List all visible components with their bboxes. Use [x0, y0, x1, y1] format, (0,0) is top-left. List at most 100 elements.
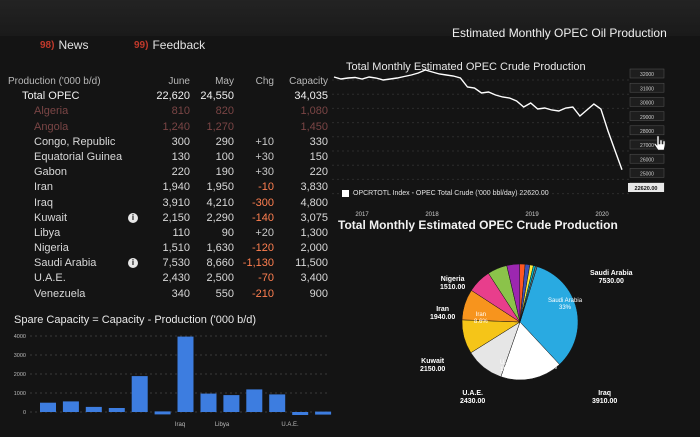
spare-capacity-bar — [154, 411, 171, 415]
col-header-june: June — [168, 76, 190, 87]
spare-capacity-bar — [85, 406, 102, 412]
y-tick-label: 31000 — [629, 82, 665, 93]
top-toolbar — [0, 0, 700, 36]
news-number: 98) — [40, 39, 55, 51]
feedback-number: 99) — [134, 39, 149, 51]
line-chart: 32000 31000 30000 29000 28000 27000 26000 25000… — [332, 68, 665, 218]
info-icon[interactable]: i — [128, 258, 138, 269]
may-value: 1,270 — [206, 120, 234, 133]
country-name: Gabon — [34, 166, 68, 179]
news-label: News — [58, 38, 89, 52]
pie-inner-name: Saudi Arabia — [548, 298, 583, 304]
country-name: Kuwait — [34, 211, 68, 224]
x-tick-label: 2017 — [355, 212, 369, 218]
pie-label-value: 2430.00 — [460, 398, 486, 405]
pie-label-name: Kuwait — [421, 358, 445, 365]
svg-text:22620.00: 22620.00 — [635, 186, 658, 192]
pie-inner-label: Saudi Arabia 33% — [548, 298, 582, 312]
capacity-value: 2,000 — [300, 242, 328, 255]
info-icon[interactable]: i — [128, 212, 138, 223]
pie-chart-panel: Saudi Arabia 7530.00 Iraq 3910.00 U.A.E. 2430… — [400, 240, 700, 432]
spare-capacity-bar — [131, 376, 148, 412]
june-value: 3,910 — [162, 196, 190, 209]
june-value: 1,510 — [162, 242, 190, 255]
spare-capacity-chart: 4000 3000 2000 1000 0 Iraq Libya U.A.E. — [14, 334, 332, 428]
country-name: Equatorial Guinea — [34, 150, 123, 163]
last-value-badge: 22620.00 — [628, 183, 664, 192]
pie-slice-label: U.A.E. 2430.00 — [460, 390, 485, 406]
may-value: 4,210 — [206, 196, 234, 209]
capacity-value: 11,500 — [295, 257, 328, 270]
pie-label-value: 1510.00 — [440, 284, 466, 291]
y-tick-label: 2000 — [14, 372, 26, 378]
capacity-value: 3,830 — [300, 181, 328, 194]
legend-text: OPCRTOTL Index - OPEC Total Crude ('000 … — [353, 190, 549, 197]
table-row[interactable]: Nigeria 1,510 1,630 -120 2,000 — [8, 241, 348, 256]
table-row[interactable]: Iraq 3,910 4,210 -300 4,800 — [8, 196, 348, 211]
change-value: -120 — [251, 242, 274, 255]
table-row[interactable]: U.A.E. 2,430 2,500 -70 3,400 — [8, 271, 348, 286]
pie-label-name: U.A.E. — [462, 390, 483, 397]
country-name: Algeria — [34, 105, 69, 118]
pie-slice — [519, 265, 538, 323]
pie-label-name: Saudi Arabia — [590, 270, 633, 277]
capacity-value: 3,075 — [300, 211, 328, 224]
pie-slice-label: Saudi Arabia 7530.00 — [590, 270, 633, 286]
col-header-chg: Chg — [255, 76, 274, 87]
capacity-value: 330 — [309, 135, 328, 148]
y-tick-label: 28000 — [629, 125, 665, 136]
spare-capacity-bar — [269, 394, 286, 412]
capacity-value: 900 — [309, 287, 328, 300]
may-value: 24,550 — [200, 90, 234, 103]
capacity-value: 3,400 — [300, 272, 328, 285]
spare-capacity-bar — [177, 336, 194, 412]
table-row[interactable]: Iran 1,940 1,950 -10 3,830 — [8, 180, 348, 195]
table-row[interactable]: Kuwait 2,150 2,290 -140 3,075 i — [8, 211, 348, 226]
table-row[interactable]: Algeria 810 820 1,080 — [8, 104, 348, 119]
y-tick-label: 26000 — [629, 153, 665, 164]
news-button[interactable]: 98) News — [40, 38, 88, 52]
svg-text:27000: 27000 — [640, 143, 654, 149]
spare-capacity-panel: 4000 3000 2000 1000 0 Iraq Libya U.A.E. — [0, 330, 332, 432]
spare-capacity-bar — [108, 408, 125, 412]
x-tick-label: 2019 — [525, 212, 539, 218]
x-tick-label: Libya — [215, 422, 230, 428]
june-value: 2,150 — [162, 211, 190, 224]
country-name: Iran — [34, 181, 53, 194]
may-value: 100 — [215, 150, 234, 163]
y-tick-label: 1000 — [14, 391, 26, 397]
may-value: 1,630 — [206, 242, 234, 255]
table-row[interactable]: Saudi Arabia 7,530 8,660 -1,130 11,500 i — [8, 256, 348, 271]
table-row[interactable]: Equatorial Guinea 130 100 +30 150 — [8, 150, 348, 165]
june-value: 220 — [171, 166, 190, 179]
table-row[interactable]: Total OPEC 22,620 24,550 34,035 — [8, 89, 348, 104]
table-row[interactable]: Libya 110 90 +20 1,300 — [8, 226, 348, 241]
col-header-may: May — [215, 76, 234, 87]
pie-label-value: 2150.00 — [420, 366, 446, 373]
svg-text:29000: 29000 — [640, 115, 654, 121]
june-value: 2,430 — [162, 272, 190, 285]
table-row[interactable]: Gabon 220 190 +30 220 — [8, 165, 348, 180]
x-tick-label: U.A.E. — [281, 422, 299, 428]
line-chart-title: Total Monthly Estimated OPEC Crude Produ… — [346, 61, 586, 73]
country-name: Iraq — [34, 196, 53, 209]
may-value: 2,290 — [206, 211, 234, 224]
change-value: +20 — [255, 226, 274, 239]
table-row[interactable]: Angola 1,240 1,270 1,450 — [8, 120, 348, 135]
feedback-label: Feedback — [152, 38, 206, 52]
line-chart-panel: 32000 31000 30000 29000 28000 27000 26000 25000… — [332, 56, 700, 232]
june-value: 300 — [171, 135, 190, 148]
x-tick-label: Iraq — [175, 422, 185, 428]
table-row[interactable]: Venezuela 340 550 -210 900 — [8, 287, 348, 302]
feedback-button[interactable]: 99) Feedback — [134, 38, 205, 52]
country-name: Venezuela — [34, 287, 86, 300]
svg-text:30000: 30000 — [640, 101, 654, 107]
pie-slice-label: Iraq 3910.00 — [592, 390, 617, 406]
may-value: 2,500 — [206, 272, 234, 285]
y-tick-label: 30000 — [629, 97, 665, 107]
production-table: Production ('000 b/d) June May Chg Capac… — [8, 74, 348, 302]
y-tick-label: 3000 — [14, 353, 26, 359]
may-value: 290 — [215, 135, 234, 148]
pie-label-name: Nigeria — [440, 276, 465, 283]
table-row[interactable]: Congo, Republic 300 290 +10 330 — [8, 135, 348, 150]
